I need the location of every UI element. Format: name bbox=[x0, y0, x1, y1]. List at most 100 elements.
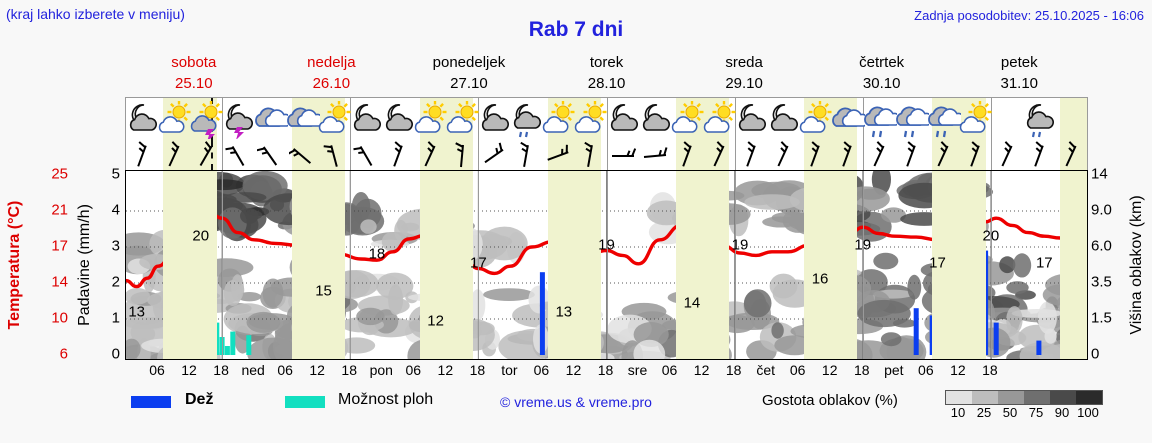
wind-barb-icon bbox=[321, 141, 347, 170]
cloud-density-tick: 50 bbox=[1002, 405, 1018, 420]
day-header-petek: petek 31.10 bbox=[950, 52, 1088, 96]
day-separator bbox=[606, 171, 608, 359]
time-tick: 06 bbox=[149, 362, 165, 378]
precipitation-tick: 3 bbox=[111, 237, 120, 255]
cloud-density-tick: 10 bbox=[950, 405, 966, 420]
time-tick: 18 bbox=[469, 362, 486, 378]
moon-cloud-icon bbox=[476, 101, 512, 139]
rain-legend-swatch bbox=[131, 396, 171, 408]
wind-barb-row bbox=[125, 141, 1088, 170]
cloud-height-tick: 9.0 bbox=[1091, 201, 1112, 219]
cloudy-icon bbox=[829, 101, 865, 139]
forecast-plot: 13 20 15 18 12 17 13 19 14 19 16 19 17 20 17 bbox=[125, 170, 1088, 360]
wind-barb-icon bbox=[481, 141, 507, 170]
cloud-density-tick: 100 bbox=[1077, 405, 1099, 420]
wind-barb-icon bbox=[994, 141, 1020, 170]
rain-bar bbox=[983, 250, 989, 355]
wind-barb-icon bbox=[898, 141, 924, 170]
wind-row-bands bbox=[126, 141, 1087, 170]
time-tick: 06 bbox=[277, 362, 293, 378]
temperature-value-label: 15 bbox=[315, 282, 332, 300]
sun-cloud-thunder-icon bbox=[188, 101, 224, 139]
wind-barb-icon bbox=[802, 141, 828, 170]
moon-thunder-icon bbox=[220, 101, 256, 139]
temperature-value-label: 19 bbox=[598, 236, 615, 254]
cloud-height-tick: 0 bbox=[1091, 345, 1100, 363]
moon-cloud-rain-icon bbox=[508, 101, 544, 139]
day-separator bbox=[606, 98, 608, 141]
wind-barb-icon bbox=[1026, 141, 1052, 170]
cloud-height-axis-title: Višina oblakov (km) bbox=[1128, 195, 1145, 335]
time-tick: 06 bbox=[405, 362, 422, 378]
day-date: 30.10 bbox=[862, 75, 901, 92]
time-tick: 12 bbox=[309, 362, 325, 378]
time-tick: 06 bbox=[533, 362, 550, 378]
day-separator bbox=[990, 171, 992, 359]
wind-barb-icon bbox=[545, 141, 571, 170]
moon-cloud-icon bbox=[605, 101, 641, 139]
daylight-band bbox=[675, 171, 730, 359]
moon-cloud-icon bbox=[380, 101, 416, 139]
precipitation-axis-ticks: 5 4 3 2 1 0 bbox=[96, 166, 122, 363]
time-tick: pet bbox=[884, 362, 904, 378]
daylight-band bbox=[932, 171, 986, 359]
moon-cloud-rain-icon bbox=[1021, 101, 1057, 139]
day-header-nedelja: nedelja 26.10 bbox=[263, 52, 401, 96]
daylight-band bbox=[419, 171, 473, 359]
page-title: Rab 7 dni bbox=[528, 18, 624, 41]
sun-cloud-icon bbox=[957, 101, 993, 139]
current-time-marker bbox=[211, 141, 214, 170]
daylight-band bbox=[804, 171, 858, 359]
cloud-density-swatch bbox=[1050, 391, 1076, 404]
day-name: sobota bbox=[171, 54, 217, 71]
day-separator bbox=[350, 98, 352, 141]
wind-barb-icon bbox=[642, 141, 668, 170]
rain-bar bbox=[993, 322, 999, 355]
plot-bands bbox=[126, 171, 1087, 359]
temperature-value-label: 14 bbox=[683, 294, 701, 312]
day-name: ponedeljek bbox=[432, 54, 506, 71]
temperature-tick: 25 bbox=[51, 165, 68, 183]
time-tick: čet bbox=[756, 362, 775, 378]
temperature-tick: 17 bbox=[51, 237, 68, 255]
temperature-axis-ticks: 25 21 17 14 10 6 bbox=[22, 166, 68, 363]
rain-bar bbox=[1036, 340, 1042, 355]
weather-icon-row bbox=[125, 97, 1088, 141]
temperature-value-label: 20 bbox=[982, 227, 1000, 245]
rain-bar bbox=[539, 272, 545, 355]
showers-bar bbox=[246, 335, 252, 355]
wind-barb-icon bbox=[161, 141, 187, 170]
wind-barb-icon bbox=[449, 141, 475, 170]
moon-cloud-icon bbox=[733, 101, 769, 139]
sun-cloud-icon bbox=[701, 101, 737, 139]
cloudy-icon bbox=[284, 101, 321, 139]
cloud-height-axis-ticks: 14 9.0 6.0 3.5 1.5 0 bbox=[1091, 166, 1125, 363]
wind-barb-icon bbox=[417, 141, 443, 170]
rain-legend-label: Dež bbox=[185, 391, 214, 408]
copyright-notice[interactable]: © vreme.us & vreme.pro bbox=[500, 394, 652, 410]
time-tick: 12 bbox=[693, 362, 710, 378]
last-updated: Zadnja posodobitev: 25.10.2025 - 16:06 bbox=[914, 8, 1144, 23]
wind-barb-icon bbox=[738, 141, 764, 170]
cloud-density-swatch bbox=[946, 391, 972, 404]
wind-barb-icon bbox=[930, 141, 956, 170]
sun-cloud-icon bbox=[444, 101, 480, 139]
day-separator bbox=[350, 141, 352, 170]
cloud-density-swatch bbox=[998, 391, 1024, 404]
time-tick: sre bbox=[627, 362, 648, 378]
precipitation-tick: 4 bbox=[111, 201, 120, 219]
day-separator bbox=[734, 141, 736, 170]
cloud-density-tick: 90 bbox=[1054, 405, 1070, 420]
temperature-tick: 6 bbox=[59, 345, 68, 363]
day-date: 31.10 bbox=[1000, 75, 1039, 92]
wind-barb-icon bbox=[866, 141, 892, 170]
day-header-ponedeljek: ponedeljek 27.10 bbox=[400, 52, 538, 96]
precipitation-axis-title: Padavine (mm/h) bbox=[76, 204, 93, 326]
cloud-density-tick: 75 bbox=[1028, 405, 1044, 420]
cloud-density-swatch bbox=[1024, 391, 1050, 404]
time-tick: 18 bbox=[213, 362, 229, 378]
temperature-tick: 14 bbox=[51, 273, 68, 291]
wind-barb-icon bbox=[225, 141, 251, 170]
cloud-height-tick: 14 bbox=[1091, 165, 1108, 183]
cloud-density-scale bbox=[945, 390, 1103, 405]
